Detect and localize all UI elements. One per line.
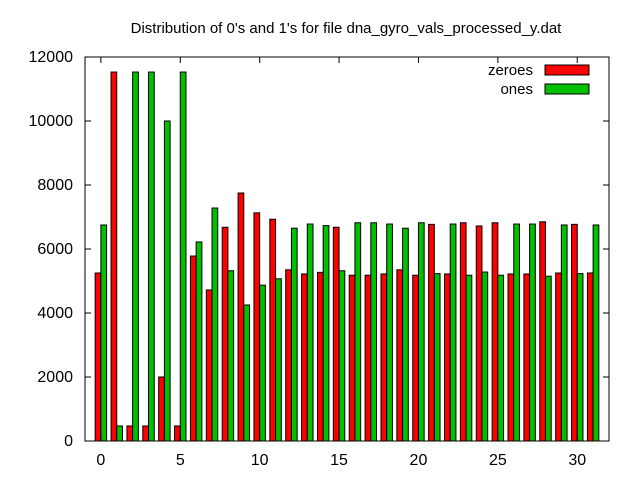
bar-ones <box>116 425 123 442</box>
bar-zeroes <box>364 274 372 442</box>
bar-zeroes <box>507 273 515 442</box>
bar-ones <box>306 223 314 442</box>
bar-zeroes <box>158 376 165 442</box>
bar-ones <box>529 223 536 442</box>
bar-zeroes <box>523 273 531 442</box>
legend-swatch-ones <box>544 83 590 95</box>
bar-ones <box>148 71 155 442</box>
bar-ones <box>513 223 520 442</box>
bar-ones <box>576 273 584 442</box>
bar-zeroes <box>205 289 213 442</box>
bar-ones <box>354 222 362 442</box>
bar-zeroes <box>491 222 499 442</box>
bar-zeroes <box>380 273 388 442</box>
bar-zeroes <box>189 255 197 442</box>
bar-ones <box>417 222 425 442</box>
bar-zeroes <box>94 272 102 442</box>
bar-zeroes <box>459 222 467 442</box>
bar-zeroes <box>301 273 308 442</box>
bar-ones <box>449 223 457 442</box>
bar-ones <box>433 273 441 442</box>
y-tick-label: 2000 <box>37 369 73 386</box>
x-tick-label: 10 <box>251 452 269 469</box>
bar-ones <box>386 223 393 442</box>
bars-group <box>94 71 600 442</box>
bar-ones <box>227 270 235 442</box>
bar-ones <box>275 278 282 442</box>
y-tick-label: 10000 <box>29 113 74 130</box>
x-tick-label: 0 <box>96 452 105 469</box>
bar-ones <box>195 241 203 442</box>
bar-ones <box>465 274 473 442</box>
bar-ones <box>544 275 552 442</box>
legend-label-ones: ones <box>500 81 533 98</box>
bar-zeroes <box>126 425 134 442</box>
bar-zeroes <box>174 425 181 442</box>
bar-zeroes <box>269 218 277 442</box>
x-tick-label: 30 <box>568 452 586 469</box>
bar-ones <box>402 227 409 442</box>
bar-ones <box>290 227 298 442</box>
x-tick-label: 25 <box>489 452 507 469</box>
bar-ones <box>100 224 108 442</box>
bar-ones <box>497 274 505 442</box>
bar-zeroes <box>571 223 578 442</box>
bar-zeroes <box>316 271 324 442</box>
x-tick-label: 20 <box>410 452 428 469</box>
y-tick-label: 8000 <box>37 177 73 194</box>
bar-zeroes <box>110 71 118 442</box>
bar-zeroes <box>253 212 261 442</box>
bar-zeroes <box>285 269 292 442</box>
legend-swatch-zeroes <box>544 64 590 76</box>
bar-zeroes <box>348 274 356 442</box>
bar-zeroes <box>412 274 419 442</box>
bar-zeroes <box>332 226 340 442</box>
bar-ones <box>179 71 187 442</box>
bar-zeroes <box>444 273 451 442</box>
y-tick-label: 4000 <box>37 305 73 322</box>
y-tick-label: 12000 <box>29 49 74 66</box>
bar-ones <box>592 224 600 442</box>
bar-ones <box>243 304 251 442</box>
legend-label-zeroes: zeroes <box>488 62 533 79</box>
y-tick-label: 6000 <box>37 241 73 258</box>
x-tick-label: 15 <box>330 452 348 469</box>
bar-zeroes <box>142 425 150 442</box>
bar-ones <box>560 224 568 442</box>
bar-zeroes <box>237 192 245 442</box>
bar-zeroes <box>475 225 483 442</box>
bar-ones <box>259 284 266 442</box>
bar-ones <box>370 222 378 442</box>
bar-zeroes <box>539 221 546 442</box>
ticks-group: 0 2000 4000 6000 8000 10000 12000 0 5 10 15 20 25 30 <box>29 49 609 469</box>
bar-ones <box>481 271 489 442</box>
bar-zeroes <box>221 226 229 442</box>
legend: zeroes ones <box>488 62 590 98</box>
bar-ones <box>338 270 346 442</box>
bar-ones <box>322 225 330 442</box>
x-tick-label: 5 <box>176 452 185 469</box>
bar-zeroes <box>396 269 404 442</box>
bar-ones <box>132 71 139 442</box>
bar-ones <box>163 120 171 442</box>
y-tick-label: 0 <box>64 433 73 450</box>
bar-zeroes <box>555 272 562 442</box>
bar-ones <box>211 207 219 442</box>
chart-title: Distribution of 0's and 1's for file dna… <box>131 20 563 37</box>
bar-zeroes <box>428 223 435 442</box>
bar-zeroes <box>586 272 594 442</box>
